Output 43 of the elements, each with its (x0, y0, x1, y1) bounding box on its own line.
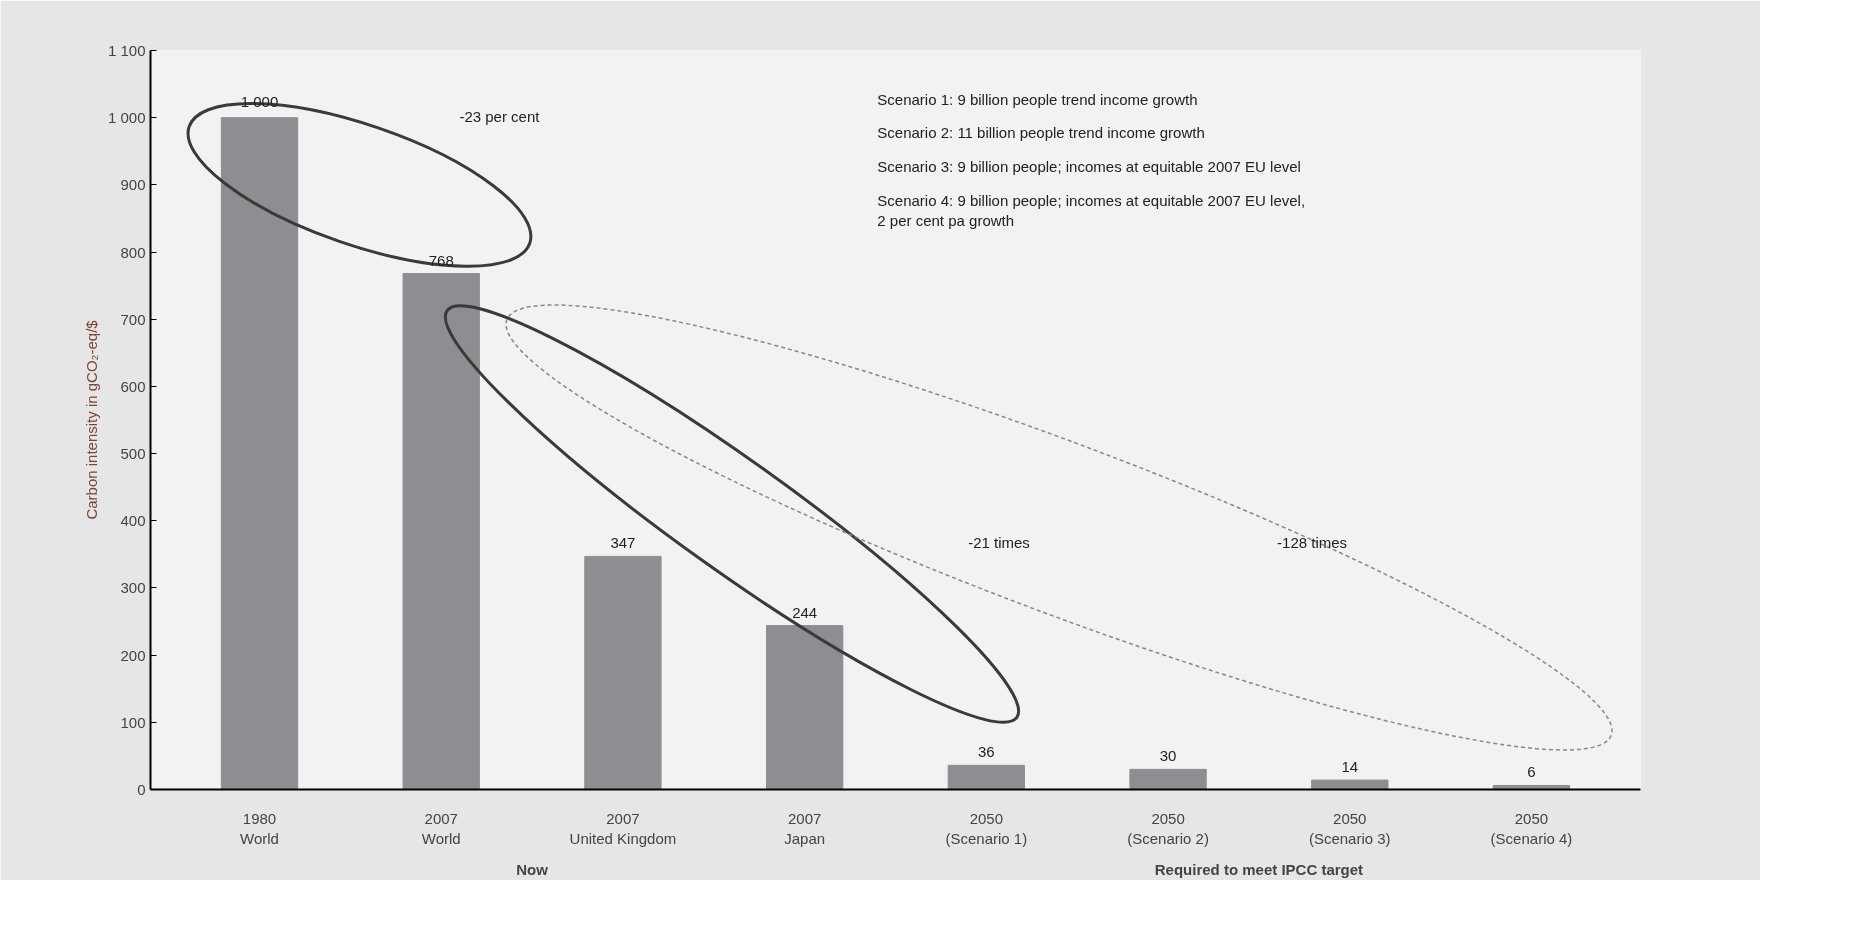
x-tick-label: 2007 World (421, 809, 461, 847)
x-tick-label: 1980 World (240, 809, 279, 847)
x-tick-label: 2050 (Scenario 1) (945, 809, 1028, 847)
y-tick-label: 300 (120, 579, 146, 597)
x-tick-label: 2050 (Scenario 3) (1308, 809, 1391, 847)
x-tick-label: 2007 Japan (784, 809, 826, 847)
data-label: 6 (1527, 763, 1536, 781)
bar (1311, 779, 1389, 790)
y-tick-label: 600 (120, 377, 146, 395)
y-axis-title: Carbon intensity in gCO₂-eq/$ (82, 319, 100, 520)
y-tick-label: 0 (137, 781, 146, 798)
bar (1129, 768, 1207, 790)
data-label: 14 (1341, 758, 1359, 776)
y-tick-label: 700 (120, 310, 146, 328)
data-label: 347 (610, 534, 636, 552)
x-tick-label: 2050 (Scenario 4) (1490, 809, 1573, 847)
y-tick-label: 1 100 (107, 42, 146, 59)
bar (220, 117, 299, 790)
annotation: -21 times (968, 534, 1030, 552)
text: Now (516, 860, 549, 878)
annotation: Scenario 4: 9 billion people; incomes at equitable 2007 EU level, 2 per cent pa growth (877, 191, 1306, 229)
bar (584, 555, 662, 790)
y-tick-label: 100 (120, 713, 146, 731)
data-label: 30 (1159, 747, 1177, 765)
bar (765, 625, 844, 790)
y-tick-label: 400 (120, 512, 146, 530)
annotation: -128 times (1277, 534, 1348, 552)
annotation: Scenario 3: 9 billion people; incomes at equitable 2007 EU level (877, 157, 1301, 175)
data-label: 244 (792, 603, 818, 621)
y-tick-label: 1 000 (107, 109, 146, 127)
y-tick-label: 900 (120, 176, 146, 194)
y-tick-label: 800 (120, 243, 146, 261)
annotation: Scenario 1: 9 billion people trend income growth (877, 90, 1198, 108)
text: Required to meet IPCC target (1154, 860, 1364, 878)
annotation: -23 per cent (459, 107, 541, 125)
y-tick-label: 200 (120, 646, 146, 664)
bar (402, 273, 480, 790)
y-tick-label: 500 (120, 445, 146, 463)
x-tick-label: 2050 (Scenario 2) (1127, 809, 1209, 847)
x-tick-label: 2007 United Kingdom (569, 809, 677, 847)
data-label: 36 (978, 743, 995, 761)
bar (947, 764, 1026, 790)
annotation: Scenario 2: 11 billion people trend income growth (877, 124, 1205, 142)
